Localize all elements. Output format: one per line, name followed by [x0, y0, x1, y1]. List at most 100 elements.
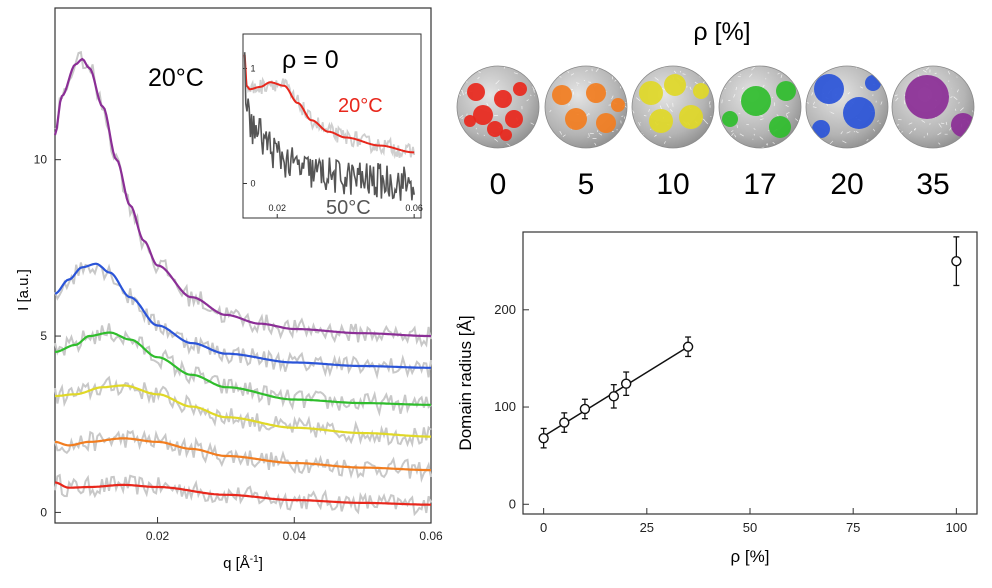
- sphere-texture: [842, 140, 847, 144]
- sphere-domain-patch: [693, 83, 709, 99]
- sphere-texture: [532, 86, 536, 91]
- main-data-trace-35: [54, 50, 432, 348]
- sphere-texture: [611, 95, 614, 100]
- radius-xtick-label: 100: [946, 520, 968, 535]
- sphere-texture: [877, 120, 879, 122]
- sphere-domain-patch: [664, 74, 686, 96]
- inset-label-20c: 20°C: [338, 95, 383, 117]
- sphere-17: 17: [718, 65, 802, 201]
- main-plot-title: 20°C: [148, 64, 204, 92]
- inset-ytick-label: 0: [250, 179, 255, 189]
- sphere-texture: [759, 118, 764, 121]
- sphere-texture: [526, 99, 529, 102]
- sphere-texture: [913, 127, 917, 131]
- sphere-texture: [460, 75, 462, 78]
- main-plot-ylabel: I [a.u.]: [15, 269, 32, 311]
- sphere-texture: [512, 147, 516, 148]
- sphere-texture: [576, 82, 580, 84]
- main-fit-line-10: [55, 384, 431, 438]
- sphere-texture: [588, 133, 590, 137]
- sphere-patches: [720, 66, 799, 148]
- sphere-texture: [721, 99, 723, 104]
- radius-plot-series: [538, 236, 962, 449]
- sphere-label: 10: [656, 168, 689, 201]
- main-data-trace-17: [54, 323, 432, 417]
- sphere-patches: [545, 66, 627, 148]
- sphere-texture: [908, 122, 913, 125]
- sphere-texture: [953, 96, 958, 100]
- sphere-texture: [623, 116, 626, 119]
- sphere-texture: [647, 142, 651, 146]
- sphere-texture: [495, 80, 500, 85]
- sphere-texture: [957, 89, 959, 93]
- sphere-texture: [594, 142, 597, 146]
- sphere-domain-patch: [741, 86, 771, 116]
- sphere-texture: [853, 131, 856, 133]
- main-plot-xlabel: q [Å-1]: [223, 554, 263, 572]
- sphere-texture: [859, 86, 864, 89]
- sphere-domain-patch: [905, 75, 949, 119]
- radius-xtick-label: 25: [640, 520, 654, 535]
- sphere-texture: [806, 144, 810, 147]
- sphere-texture: [815, 66, 820, 68]
- main-fit-line-0: [54, 481, 431, 506]
- main-plot-series: [53, 50, 432, 517]
- sphere-domain-patch: [769, 116, 791, 138]
- inset-plot-title: ρ = 0: [282, 46, 339, 74]
- main-xtick-label: 0.06: [419, 529, 443, 543]
- sphere-texture: [875, 141, 879, 143]
- inset-ytick-label: 1: [250, 64, 255, 74]
- sphere-5: 5: [544, 65, 628, 201]
- sphere-texture: [738, 112, 741, 114]
- main-plot-ticks: 0.02 0.04 0.06 0 5 10: [34, 153, 443, 543]
- sphere-texture: [895, 97, 899, 102]
- sphere-texture: [902, 145, 907, 148]
- sphere-domain-patch: [464, 115, 476, 127]
- sphere-texture: [693, 144, 696, 147]
- sphere-texture: [887, 88, 888, 92]
- sphere-texture: [585, 69, 588, 72]
- sphere-label: 17: [743, 168, 776, 201]
- sphere-texture: [545, 91, 546, 95]
- sphere-domain-patch: [865, 75, 881, 91]
- sphere-texture: [655, 145, 658, 148]
- sphere-texture: [533, 88, 535, 93]
- sphere-patches: [632, 66, 714, 148]
- sphere-texture: [869, 140, 874, 145]
- sphere-texture: [548, 66, 552, 69]
- radius-plot-frame: [522, 231, 978, 515]
- sphere-texture: [669, 109, 673, 113]
- sphere-domain-patch: [611, 98, 625, 112]
- sphere-texture: [878, 66, 882, 69]
- sphere-outline: [456, 65, 540, 149]
- radius-point: [682, 341, 694, 352]
- sphere-outline: [631, 65, 715, 149]
- sphere-texture: [621, 115, 624, 118]
- sphere-texture: [847, 92, 851, 95]
- sphere-texture: [459, 79, 463, 84]
- main-xtick-label: 0.04: [283, 529, 307, 543]
- radius-plot-xlabel: ρ [%]: [731, 547, 770, 566]
- sphere-texture: [727, 143, 732, 148]
- sphere-texture: [654, 77, 659, 81]
- sphere-outline: [718, 65, 802, 149]
- sphere-texture: [477, 71, 481, 74]
- sphere-texture: [829, 140, 834, 145]
- sphere-outline: [544, 65, 628, 149]
- sphere-texture: [529, 94, 532, 97]
- sphere-texture: [666, 103, 669, 108]
- sphere-texture: [636, 97, 641, 102]
- sphere-domain-patch: [487, 121, 503, 137]
- sphere-texture: [460, 137, 463, 139]
- sphere-texture: [562, 134, 566, 137]
- sphere-texture: [909, 130, 913, 135]
- radius-xtick-label: 0: [540, 520, 547, 535]
- sphere-texture: [753, 133, 756, 136]
- sphere-texture: [873, 128, 876, 132]
- sphere-texture: [661, 87, 666, 91]
- radius-point: [608, 391, 619, 402]
- main-ytick-label: 0: [40, 505, 47, 519]
- sphere-texture: [893, 82, 898, 87]
- sphere-texture: [527, 140, 530, 145]
- sphere-texture: [806, 102, 810, 104]
